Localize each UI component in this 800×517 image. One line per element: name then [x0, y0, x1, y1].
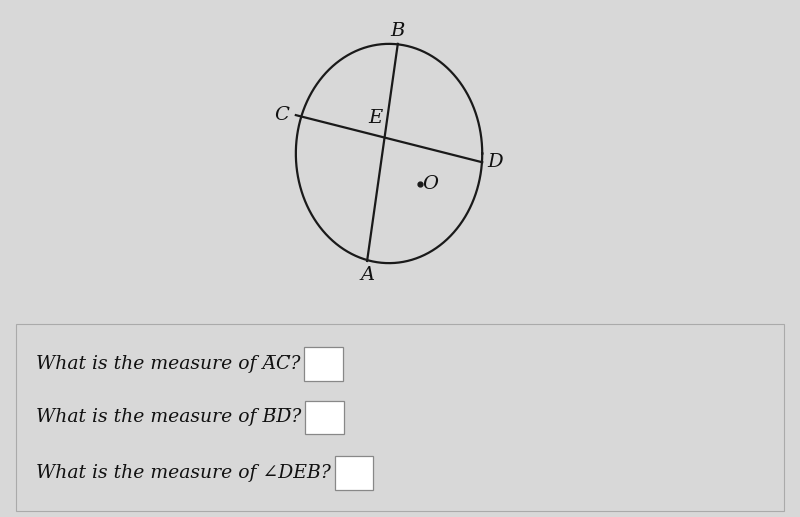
Text: A: A	[360, 266, 374, 284]
Text: O: O	[422, 175, 438, 193]
Text: C: C	[274, 106, 289, 124]
Bar	[304, 347, 342, 381]
Bar	[306, 401, 344, 434]
Text: What is the measure of ∠DEB?: What is the measure of ∠DEB?	[36, 464, 330, 482]
Text: D: D	[487, 153, 503, 171]
Text: B: B	[390, 22, 405, 40]
Text: E: E	[369, 110, 383, 127]
Text: What is the measure of B̅D̅?: What is the measure of B̅D̅?	[36, 408, 302, 427]
Text: What is the measure of A̅C̅?: What is the measure of A̅C̅?	[36, 355, 300, 373]
Bar	[334, 457, 373, 490]
